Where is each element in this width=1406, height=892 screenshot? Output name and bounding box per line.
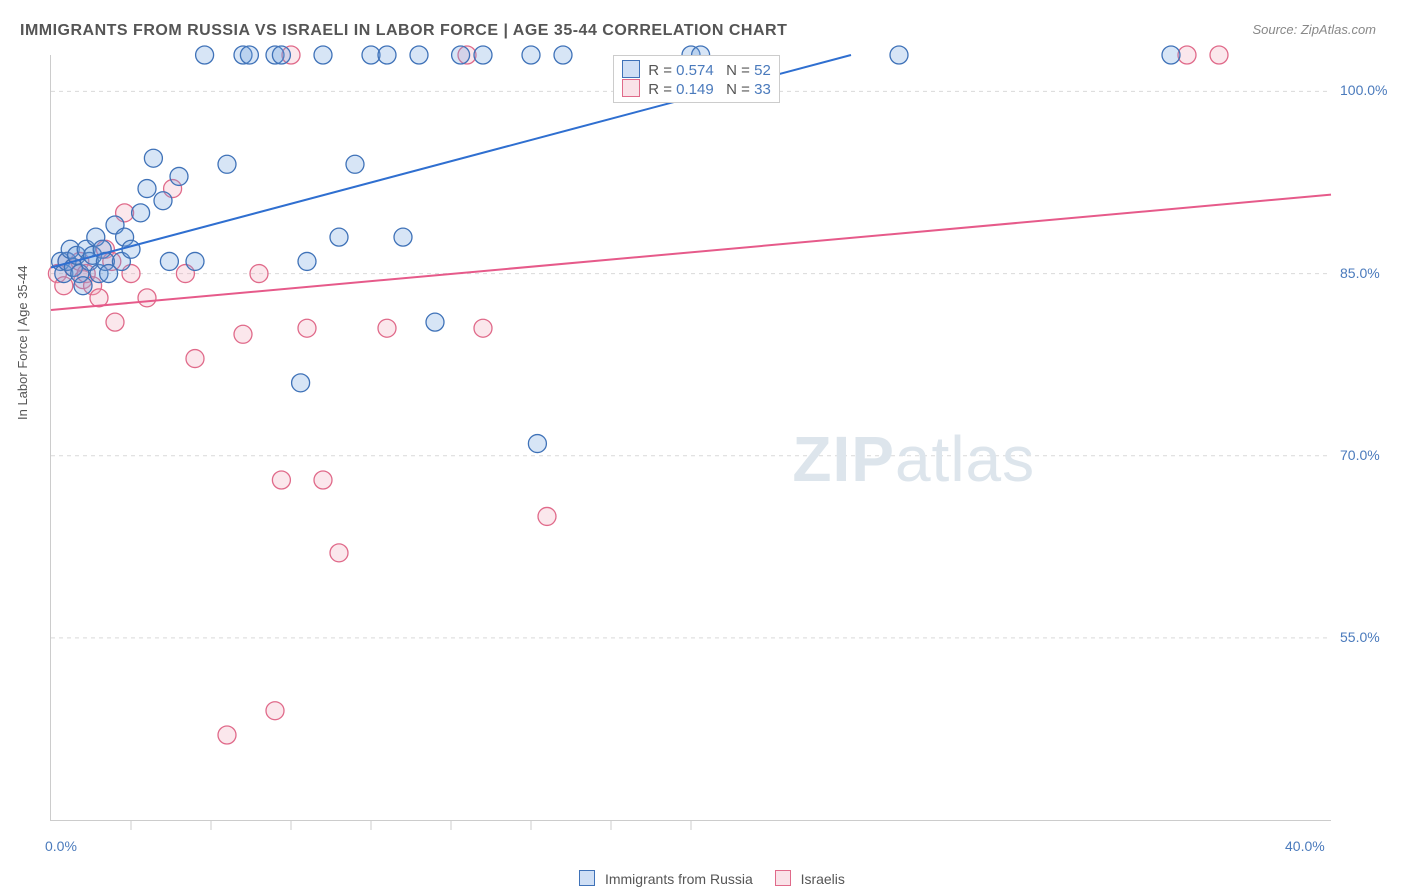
point-russia: [346, 155, 364, 173]
point-israelis: [106, 313, 124, 331]
legend-bottom: Immigrants from Russia Israelis: [0, 870, 1406, 887]
point-russia: [890, 46, 908, 64]
point-russia: [474, 46, 492, 64]
point-russia: [1162, 46, 1180, 64]
x-tick-label: 40.0%: [1285, 838, 1325, 854]
point-russia: [410, 46, 428, 64]
stats-swatch-israelis: [622, 79, 640, 97]
legend-swatch-russia: [579, 870, 595, 886]
legend-label-russia: Immigrants from Russia: [605, 871, 753, 887]
point-russia: [74, 277, 92, 295]
source-label: Source: ZipAtlas.com: [1252, 22, 1376, 37]
stats-box: R = 0.574 N = 52R = 0.149 N = 33: [613, 55, 780, 103]
point-israelis: [330, 544, 348, 562]
point-russia: [160, 252, 178, 270]
stats-row-israelis: R = 0.149 N = 33: [622, 79, 771, 98]
stats-swatch-russia: [622, 60, 640, 78]
y-tick-label: 55.0%: [1340, 629, 1380, 645]
point-israelis: [538, 507, 556, 525]
point-russia: [378, 46, 396, 64]
point-russia: [522, 46, 540, 64]
point-russia: [170, 167, 188, 185]
y-tick-label: 70.0%: [1340, 447, 1380, 463]
point-russia: [272, 46, 290, 64]
y-tick-label: 100.0%: [1340, 82, 1387, 98]
point-israelis: [266, 702, 284, 720]
point-russia: [186, 252, 204, 270]
point-russia: [330, 228, 348, 246]
point-russia: [554, 46, 572, 64]
point-israelis: [1210, 46, 1228, 64]
stat-r-russia: 0.574: [676, 62, 714, 79]
point-russia: [132, 204, 150, 222]
point-russia: [394, 228, 412, 246]
point-russia: [314, 46, 332, 64]
point-russia: [426, 313, 444, 331]
scatter-svg: [51, 55, 1331, 820]
point-russia: [298, 252, 316, 270]
point-israelis: [234, 325, 252, 343]
point-russia: [528, 435, 546, 453]
stat-r-israelis: 0.149: [676, 81, 714, 98]
x-tick-label: 0.0%: [45, 838, 77, 854]
stats-row-russia: R = 0.574 N = 52: [622, 60, 771, 79]
regression-line-israelis: [51, 195, 1331, 310]
legend-label-israelis: Israelis: [801, 871, 845, 887]
point-israelis: [218, 726, 236, 744]
point-israelis: [186, 350, 204, 368]
point-russia: [362, 46, 380, 64]
plot-area: [50, 55, 1331, 821]
point-russia: [154, 192, 172, 210]
point-russia: [218, 155, 236, 173]
y-tick-label: 85.0%: [1340, 265, 1380, 281]
point-israelis: [378, 319, 396, 337]
point-israelis: [250, 265, 268, 283]
point-israelis: [298, 319, 316, 337]
point-israelis: [474, 319, 492, 337]
point-russia: [196, 46, 214, 64]
stat-n-israelis: 33: [754, 81, 771, 98]
point-russia: [122, 240, 140, 258]
chart-title: IMMIGRANTS FROM RUSSIA VS ISRAELI IN LAB…: [20, 22, 787, 40]
point-russia: [452, 46, 470, 64]
point-israelis: [314, 471, 332, 489]
y-axis-label: In Labor Force | Age 35-44: [15, 266, 30, 420]
point-israelis: [272, 471, 290, 489]
point-russia: [138, 180, 156, 198]
point-israelis: [138, 289, 156, 307]
legend-swatch-israelis: [775, 870, 791, 886]
point-israelis: [1178, 46, 1196, 64]
point-russia: [240, 46, 258, 64]
point-russia: [292, 374, 310, 392]
point-russia: [144, 149, 162, 167]
stat-n-russia: 52: [754, 62, 771, 79]
